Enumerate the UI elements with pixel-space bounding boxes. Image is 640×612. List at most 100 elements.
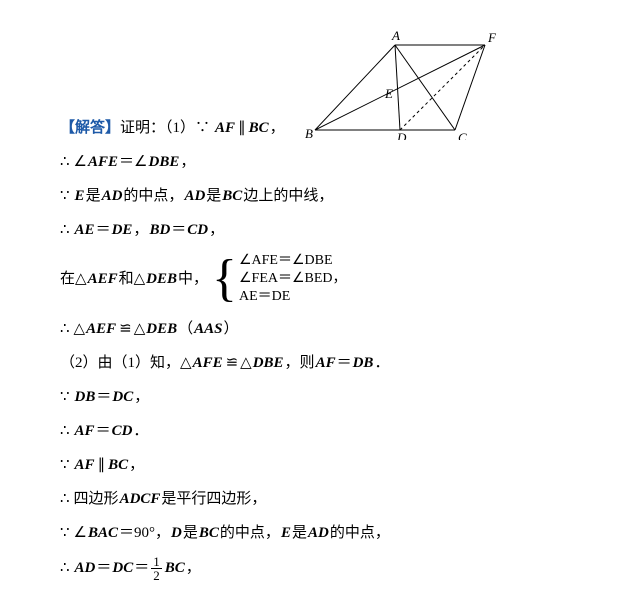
parallel-icon: [96, 453, 108, 477]
triangle-icon: [240, 351, 252, 375]
svg-text:D: D: [396, 130, 407, 140]
eq: ＝: [119, 521, 134, 545]
var-cd: CD: [187, 218, 208, 242]
because-icon: [60, 184, 74, 208]
because-icon: [60, 453, 74, 477]
triangle-icon: [74, 317, 86, 341]
brace-row: FEA＝BED，: [239, 270, 347, 288]
text-onlinemid: 边上的中线，: [243, 184, 333, 208]
var-bc: BC: [165, 556, 185, 580]
text-mid: 的中点，: [330, 521, 390, 545]
var-db: DB: [75, 385, 96, 409]
var-dbe: DBE: [253, 351, 284, 375]
brace-row: AFE＝DBE: [239, 252, 347, 270]
eq: ＝: [96, 556, 111, 580]
comma: ，: [134, 385, 149, 409]
therefore-icon: [60, 150, 74, 174]
svg-text:B: B: [305, 126, 313, 140]
comma: ，: [186, 556, 201, 580]
triangle-icon: [134, 317, 146, 341]
eq: ＝: [134, 556, 149, 580]
var-ad: AD: [184, 184, 205, 208]
triangle-icon: [180, 351, 192, 375]
text-ispara: 是平行四边形，: [161, 487, 266, 511]
var-aef: AEF: [88, 267, 118, 291]
angle-icon: [74, 150, 87, 174]
comma: ，: [180, 150, 195, 174]
text-by1: （2）由（1）知，: [60, 351, 180, 375]
brace-row: AE＝DE: [239, 288, 347, 306]
angle-icon: [74, 521, 87, 545]
var-bc: BC: [222, 184, 242, 208]
brace-system: { AFE＝DBE FEA＝BED， AE＝DE: [212, 252, 347, 307]
var-ae: AE: [75, 218, 95, 242]
eq: ＝: [96, 419, 111, 443]
comma: ，: [129, 453, 144, 477]
angle-icon: [134, 150, 147, 174]
text-is: 是: [206, 184, 221, 208]
because-icon: [60, 385, 74, 409]
comma: ，: [155, 521, 170, 545]
parallel-icon: [236, 120, 248, 136]
text-is: 是: [183, 521, 198, 545]
var-ad: AD: [102, 184, 123, 208]
fraction-half: 12: [151, 555, 162, 582]
var-ad: AD: [75, 556, 96, 580]
var-cd: CD: [112, 419, 133, 443]
text-zhong: 中，: [178, 267, 208, 291]
eq: ＝: [171, 218, 186, 242]
therefore-icon: [60, 556, 74, 580]
var-dc: DC: [112, 385, 133, 409]
var-bc: BC: [108, 453, 128, 477]
text-is: 是: [292, 521, 307, 545]
var-db: DB: [353, 351, 374, 375]
var-de: DE: [112, 218, 133, 242]
geometry-diagram: BDCAFE: [305, 30, 505, 140]
svg-text:C: C: [458, 130, 467, 140]
var-d: D: [171, 521, 182, 545]
left-brace-icon: {: [212, 252, 237, 307]
var-deb: DEB: [146, 267, 177, 291]
period: ．: [374, 351, 389, 375]
therefore-icon: [60, 487, 74, 511]
text-in: 在: [60, 267, 75, 291]
eq: ＝: [96, 385, 111, 409]
text-and: 和: [119, 267, 134, 291]
svg-text:F: F: [487, 30, 497, 45]
because-icon: [195, 120, 214, 136]
var-af: AF: [215, 120, 235, 136]
triangle-icon: [75, 267, 87, 291]
var-adcf: ADCF: [120, 487, 161, 511]
text-aas: （AAS）: [178, 317, 238, 341]
var-afe: AFE: [88, 150, 118, 174]
var-bd: BD: [149, 218, 170, 242]
proof-prefix: 证明：（1）: [120, 120, 195, 136]
text-midof: 的中点，: [123, 184, 183, 208]
var-dbe: DBE: [148, 150, 179, 174]
var-e: E: [75, 184, 85, 208]
text-then: ，则: [285, 351, 315, 375]
triangle-icon: [134, 267, 146, 291]
congruent-icon: [224, 351, 241, 375]
var-dc: DC: [112, 556, 133, 580]
var-bac: BAC: [88, 521, 118, 545]
var-af: AF: [75, 419, 95, 443]
answer-tag: 【解答】: [60, 120, 120, 136]
var-deb: DEB: [146, 317, 177, 341]
comma: ，: [270, 120, 285, 136]
var-bc: BC: [199, 521, 219, 545]
var-afe: AFE: [193, 351, 223, 375]
eq: ＝: [96, 218, 111, 242]
comma: ，: [209, 218, 224, 242]
val-90: 90°: [134, 521, 155, 545]
text-mid: 的中点，: [220, 521, 280, 545]
var-af: AF: [316, 351, 336, 375]
because-icon: [60, 521, 74, 545]
var-af: AF: [75, 453, 95, 477]
period: ．: [133, 419, 148, 443]
eq: ＝: [337, 351, 352, 375]
therefore-icon: [60, 218, 74, 242]
text-quad: 四边形: [74, 487, 119, 511]
congruent-icon: [117, 317, 134, 341]
eq: ＝: [119, 150, 134, 174]
